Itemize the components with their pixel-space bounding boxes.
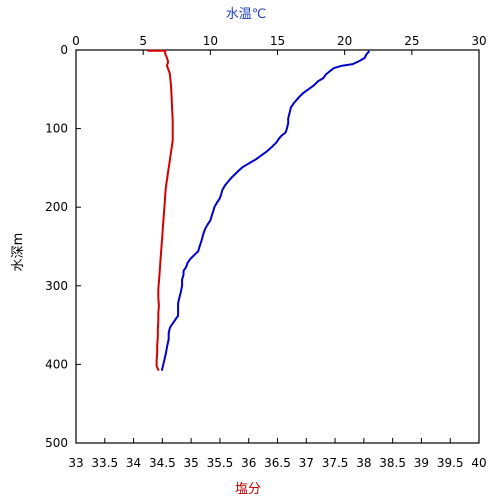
bottom-axis-tick-label: 36: [241, 456, 256, 470]
left-axis-tick-label: 400: [45, 357, 68, 371]
bottom-axis-tick-label: 33: [68, 456, 83, 470]
left-axis-tick-label: 200: [45, 200, 68, 214]
bottom-axis-tick-label: 40: [471, 456, 486, 470]
temperature-series-line: [161, 50, 370, 371]
left-axis-tick-label: 0: [60, 43, 68, 57]
bottom-axis-tick-label: 34.5: [149, 456, 176, 470]
top-axis-tick-label: 5: [139, 34, 147, 48]
top-axis-tick-label: 0: [72, 34, 80, 48]
bottom-axis-tick-label: 37.5: [322, 456, 349, 470]
top-axis-tick-label: 30: [471, 34, 486, 48]
bottom-axis-tick-label: 39: [414, 456, 429, 470]
left-axis-title: 水深m: [11, 233, 26, 272]
left-axis-tick-label: 100: [45, 122, 68, 136]
bottom-axis-tick-label: 35: [184, 456, 199, 470]
top-axis-tick-label: 15: [270, 34, 285, 48]
left-axis-ticks: 0 100 200 300 400 500: [45, 43, 81, 450]
top-axis-tick-label: 25: [404, 34, 419, 48]
bottom-axis-tick-label: 37: [299, 456, 314, 470]
bottom-axis-tick-label: 38: [356, 456, 371, 470]
left-axis-tick-label: 500: [45, 436, 68, 450]
left-axis-tick-label: 300: [45, 279, 68, 293]
bottom-axis-tick-label: 33.5: [91, 456, 118, 470]
salinity-series-line: [147, 49, 174, 371]
bottom-axis-tick-label: 35.5: [207, 456, 234, 470]
bottom-axis-title: 塩分: [235, 482, 261, 497]
bottom-axis-tick-label: 38.5: [379, 456, 406, 470]
top-axis-title: 水温℃: [226, 7, 267, 22]
series-layer: [147, 49, 370, 371]
top-axis-ticks: 0 5 10 15 20 25 30: [72, 34, 487, 55]
bottom-axis-tick-label: 39.5: [437, 456, 464, 470]
top-axis-tick-label: 10: [203, 34, 218, 48]
bottom-axis-tick-label: 36.5: [264, 456, 291, 470]
bottom-axis-ticks: 33 33.5 34 34.5 35 35.5 36 36.5 37 37.5 38 38.5 39 39…: [68, 438, 487, 470]
bottom-axis-tick-label: 34: [126, 456, 141, 470]
top-axis-tick-label: 20: [337, 34, 352, 48]
